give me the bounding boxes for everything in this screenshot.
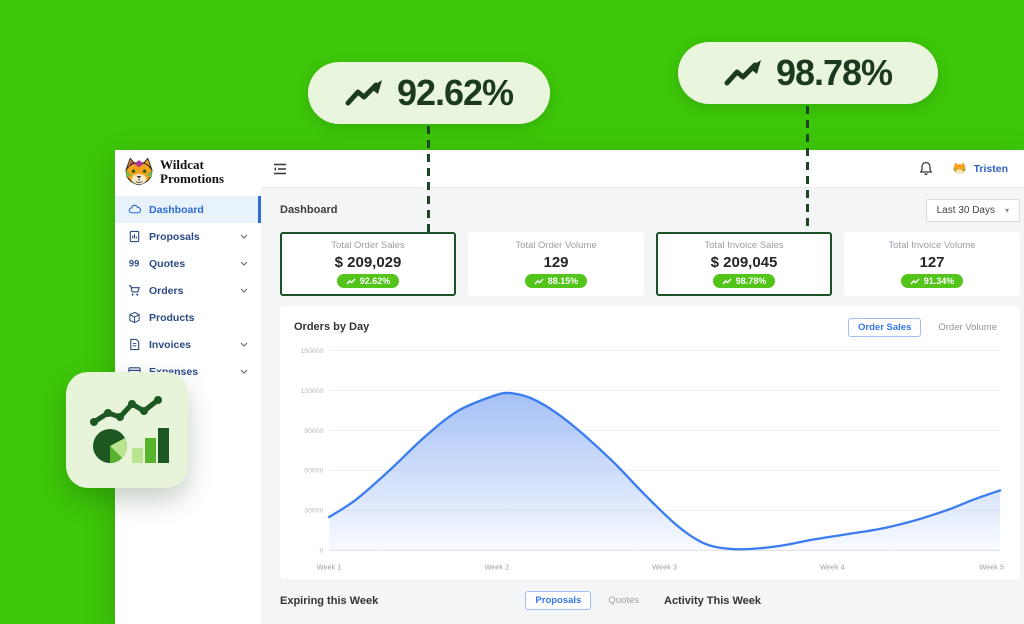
stat-badge: 91.34% xyxy=(900,274,964,288)
orders-chart: 0 30000 60000 90000 120000 150000 Week 1 Week 2… xyxy=(301,348,1005,571)
dashed-connector-1 xyxy=(427,126,430,232)
quote-icon: 99 xyxy=(128,257,141,270)
stat-badge: 92.62% xyxy=(336,274,400,288)
trend-up-icon xyxy=(346,278,356,284)
sidebar-item-label: Invoices xyxy=(149,338,192,351)
callout-badge-1: 92.62% xyxy=(308,62,550,124)
bell-icon[interactable] xyxy=(919,161,933,176)
trend-up-icon xyxy=(724,60,761,86)
sidebar-item-orders[interactable]: Orders xyxy=(115,277,261,304)
orders-by-day-card: Orders by Day Order Sales Order Volume 0… xyxy=(280,306,1020,579)
date-range-select[interactable]: Last 30 Days ▾ xyxy=(925,198,1020,222)
sidebar-item-proposals[interactable]: Proposals xyxy=(115,223,261,250)
callout-value: 92.62% xyxy=(396,72,514,113)
user-menu[interactable]: Tristen xyxy=(951,162,1008,175)
trend-up-icon xyxy=(345,80,382,106)
sidebar-item-dashboard[interactable]: Dashboard xyxy=(115,196,261,223)
brand-name: Wildcat Promotions xyxy=(160,157,225,186)
wildcat-logo xyxy=(125,156,153,185)
stat-card-total-order-volume[interactable]: Total Order Volume 129 88.15% xyxy=(468,232,644,296)
chevron-down-icon xyxy=(240,288,248,293)
stat-label: Total Invoice Sales xyxy=(704,240,784,251)
avatar xyxy=(953,162,965,175)
sidebar-item-label: Quotes xyxy=(149,257,186,270)
main-area: Tristen Dashboard Last 30 Days ▾ Total O… xyxy=(261,150,1024,624)
bottom-sections: Expiring this Week Proposals Quotes Acti… xyxy=(280,591,1020,610)
stat-badge: 98.78% xyxy=(712,274,776,288)
stat-label: Total Order Volume xyxy=(515,240,597,251)
svg-text:150000: 150000 xyxy=(301,348,324,355)
svg-text:Week 3: Week 3 xyxy=(652,562,677,571)
stat-badge: 88.15% xyxy=(524,274,588,288)
stat-card-total-invoice-sales[interactable]: Total Invoice Sales $ 209,045 98.78% xyxy=(656,232,832,296)
chevron-down-icon xyxy=(240,261,248,266)
dashboard-icon xyxy=(128,203,141,216)
analytics-icon xyxy=(90,396,169,463)
proposal-icon xyxy=(128,230,141,243)
trend-up-icon xyxy=(722,278,732,284)
stat-value: 127 xyxy=(919,254,945,271)
page-title: Dashboard xyxy=(280,204,338,216)
stat-value: 129 xyxy=(543,254,569,271)
invoice-icon xyxy=(128,338,141,351)
content: Dashboard Last 30 Days ▾ Total Order Sal… xyxy=(261,188,1024,624)
toggle-order-sales[interactable]: Order Sales xyxy=(848,317,922,337)
trend-up-icon xyxy=(910,278,920,284)
expiring-this-week-title: Expiring this Week xyxy=(280,594,379,607)
tab-quotes[interactable]: Quotes xyxy=(608,595,639,606)
chevron-down-icon xyxy=(240,342,248,347)
stat-cards-row: Total Order Sales $ 209,029 92.62% Total… xyxy=(280,232,1020,296)
sidebar-item-invoices[interactable]: Invoices xyxy=(115,331,261,358)
svg-text:Week 4: Week 4 xyxy=(820,562,845,571)
trend-up-icon xyxy=(534,278,544,284)
svg-text:120000: 120000 xyxy=(301,388,324,395)
svg-text:Week 2: Week 2 xyxy=(485,562,510,571)
tab-proposals[interactable]: Proposals xyxy=(525,591,592,610)
svg-text:Week 1: Week 1 xyxy=(317,562,342,571)
analytics-icon-card xyxy=(66,372,188,488)
sidebar-item-label: Orders xyxy=(149,284,184,297)
callout-badge-2: 98.78% xyxy=(678,42,938,104)
sidebar-item-label: Dashboard xyxy=(149,203,204,216)
sidebar-item-label: Products xyxy=(149,311,195,324)
dashed-connector-2 xyxy=(806,106,809,232)
stat-label: Total Order Sales xyxy=(331,240,405,251)
stat-value: $ 209,029 xyxy=(334,254,402,271)
topbar: Tristen xyxy=(261,150,1024,188)
svg-text:99: 99 xyxy=(129,258,139,268)
svg-text:30000: 30000 xyxy=(304,508,323,515)
cart-icon xyxy=(128,284,141,297)
callout-value: 98.78% xyxy=(775,52,893,93)
sidebar-item-quotes[interactable]: 99 Quotes xyxy=(115,250,261,277)
chevron-down-icon xyxy=(240,234,248,239)
dashboard-window: Wildcat Promotions Dashboard Proposals xyxy=(115,150,1024,624)
stat-label: Total Invoice Volume xyxy=(888,240,976,251)
activity-this-week-title: Activity This Week xyxy=(664,594,761,607)
stat-value: $ 209,045 xyxy=(710,254,778,271)
svg-text:0: 0 xyxy=(319,548,323,555)
chart-series-toggle: Order Sales Order Volume xyxy=(848,317,1006,337)
box-icon xyxy=(128,311,141,324)
stat-card-total-invoice-volume[interactable]: Total Invoice Volume 127 91.34% xyxy=(844,232,1020,296)
caret-down-icon: ▾ xyxy=(1004,205,1009,215)
expiring-tabs: Proposals Quotes xyxy=(525,591,648,610)
chart-area: 0 30000 60000 90000 120000 150000 Week 1 Week 2… xyxy=(294,339,1006,577)
toggle-order-volume[interactable]: Order Volume xyxy=(938,321,997,333)
svg-text:60000: 60000 xyxy=(304,468,323,475)
user-name: Tristen xyxy=(973,162,1008,175)
chart-title: Orders by Day xyxy=(294,321,370,333)
sidebar-item-products[interactable]: Products xyxy=(115,304,261,331)
brand-logo-row[interactable]: Wildcat Promotions xyxy=(115,150,261,192)
svg-text:Week 5: Week 5 xyxy=(979,562,1004,571)
stat-card-total-order-sales[interactable]: Total Order Sales $ 209,029 92.62% xyxy=(280,232,456,296)
sidebar-nav: Dashboard Proposals 99 Quotes xyxy=(115,196,261,385)
menu-fold-icon[interactable] xyxy=(273,163,287,175)
chevron-down-icon xyxy=(240,369,248,374)
svg-text:90000: 90000 xyxy=(304,428,323,435)
sidebar-item-label: Proposals xyxy=(149,230,200,243)
